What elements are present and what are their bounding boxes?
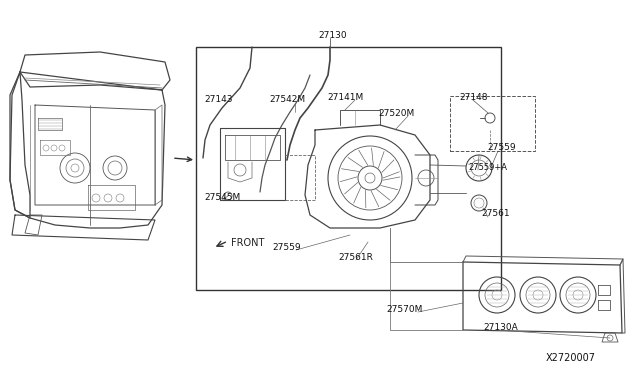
Text: 27559: 27559 xyxy=(487,144,516,153)
Text: 27520M: 27520M xyxy=(378,109,414,118)
Bar xyxy=(196,47,501,290)
Text: 27559: 27559 xyxy=(272,244,301,253)
Text: 27545M: 27545M xyxy=(204,193,240,202)
Text: 27559+A: 27559+A xyxy=(468,163,507,171)
Text: 27143: 27143 xyxy=(204,96,232,105)
Text: FRONT: FRONT xyxy=(231,238,264,248)
Text: 27148: 27148 xyxy=(459,93,488,102)
Text: 27130A: 27130A xyxy=(483,324,518,333)
Text: 27130: 27130 xyxy=(318,31,347,39)
Text: 27561R: 27561R xyxy=(338,253,373,263)
Text: 27542M: 27542M xyxy=(269,96,305,105)
Bar xyxy=(450,96,535,151)
Text: 27141M: 27141M xyxy=(327,93,364,102)
Text: 27570M: 27570M xyxy=(386,305,422,314)
Text: 27561: 27561 xyxy=(481,209,509,218)
Text: X2720007: X2720007 xyxy=(546,353,596,363)
